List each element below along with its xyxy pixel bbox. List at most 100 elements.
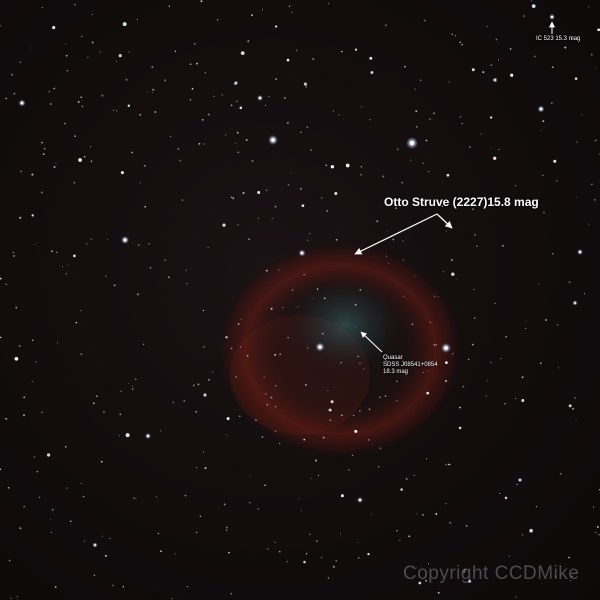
star: [358, 409, 361, 412]
star: [89, 145, 91, 148]
star: [303, 82, 307, 86]
star: [239, 346, 241, 348]
star: [131, 151, 133, 154]
quasar-label: Quasar SDSS J08541+0854 18.3 mag: [383, 355, 438, 376]
star: [541, 129, 543, 131]
star: [286, 58, 290, 62]
star: [291, 11, 293, 13]
star: [186, 586, 188, 588]
star: [196, 466, 198, 469]
star: [408, 535, 411, 538]
star: [122, 586, 125, 588]
star: [274, 205, 277, 208]
star: [405, 477, 408, 480]
star: [104, 554, 107, 557]
star: [93, 574, 96, 577]
star: [64, 445, 67, 448]
star: [352, 414, 355, 416]
star: [149, 266, 152, 269]
star: [193, 42, 196, 45]
star: [489, 116, 493, 119]
star: [430, 321, 432, 323]
star: [459, 41, 462, 44]
star: [228, 551, 230, 554]
star: [515, 596, 517, 598]
star: [305, 384, 307, 386]
star: [250, 14, 253, 17]
star: [270, 307, 273, 310]
star: [74, 135, 76, 137]
star: [537, 283, 539, 285]
star: [246, 354, 249, 357]
star: [152, 88, 155, 91]
star: [127, 104, 131, 107]
star: [322, 436, 325, 439]
star: [442, 271, 444, 273]
star: [80, 353, 83, 356]
star: [392, 238, 395, 241]
star: [189, 63, 192, 65]
star: [354, 326, 356, 327]
star: [107, 239, 109, 241]
bright-star-core: [358, 498, 362, 502]
star: [396, 530, 398, 532]
star: [510, 73, 514, 77]
star: [418, 581, 422, 585]
star: [230, 592, 233, 595]
star: [64, 122, 66, 125]
star: [74, 3, 76, 6]
star: [284, 97, 286, 99]
star: [274, 541, 276, 544]
star: [139, 113, 142, 116]
star: [410, 159, 412, 161]
star: [445, 503, 447, 505]
star: [427, 170, 430, 173]
star: [317, 474, 320, 476]
star: [50, 531, 53, 534]
otto-struve-label: Otto Struve (2227)15.8 mag: [384, 195, 539, 209]
star: [433, 295, 436, 298]
star: [271, 217, 273, 219]
star: [125, 78, 128, 81]
star: [119, 413, 122, 416]
star: [396, 148, 399, 151]
star: [368, 408, 371, 411]
star: [556, 324, 559, 326]
star: [500, 358, 502, 360]
bright-star-core: [444, 346, 448, 350]
star: [0, 336, 2, 339]
star: [437, 591, 440, 594]
star: [109, 537, 111, 540]
star: [465, 525, 468, 527]
star: [80, 96, 82, 99]
star: [464, 568, 467, 571]
star: [330, 400, 334, 404]
bright-star-core: [550, 15, 554, 19]
star: [320, 197, 323, 199]
star: [14, 356, 19, 361]
star: [81, 105, 83, 108]
star: [261, 436, 264, 438]
star: [360, 173, 362, 176]
star: [230, 347, 233, 350]
star: [264, 104, 266, 107]
star: [10, 597, 12, 599]
star: [415, 110, 418, 113]
star: [142, 343, 145, 345]
star: [120, 390, 122, 392]
star: [299, 187, 302, 190]
star: [334, 192, 338, 195]
star: [310, 477, 312, 479]
quasar-label-line: 18.3 mag: [383, 369, 409, 375]
star: [472, 208, 474, 211]
star: [15, 306, 18, 309]
star: [116, 60, 118, 63]
star: [250, 476, 252, 478]
star: [385, 255, 387, 257]
star: [303, 273, 305, 276]
star: [181, 199, 184, 201]
star: [495, 38, 498, 41]
star: [411, 323, 414, 326]
star: [476, 245, 478, 247]
